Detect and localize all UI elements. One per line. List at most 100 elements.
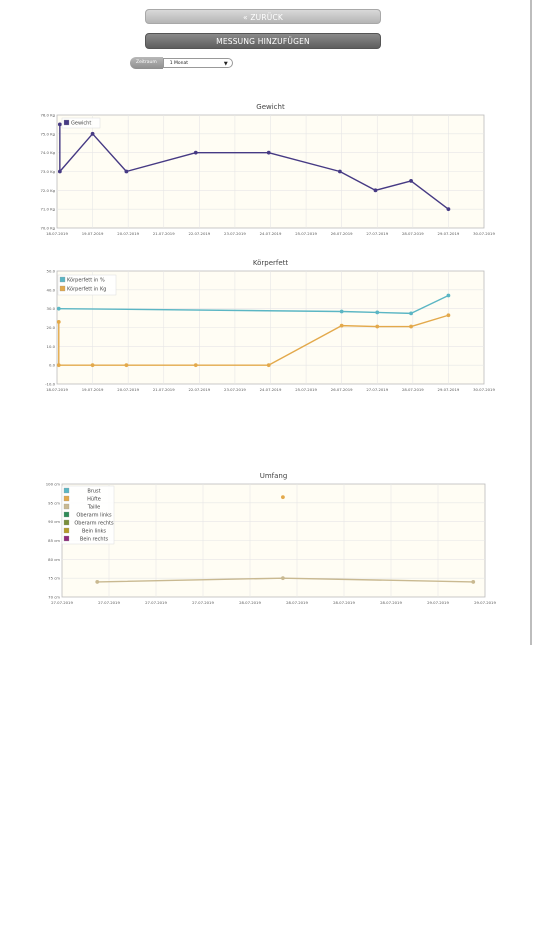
x-tick-label: 18.07.2019 — [46, 387, 68, 392]
x-tick-label: 24.07.2019 — [260, 231, 282, 236]
data-point-koerperfett-in-kg[interactable] — [90, 363, 95, 368]
x-tick-label: 21.07.2019 — [153, 231, 175, 236]
period-filter: Zeitraum 1 Monat ▼ — [130, 57, 233, 69]
legend-label[interactable]: Bein links — [82, 528, 106, 534]
data-point-koerperfett-in-pct[interactable] — [56, 306, 61, 311]
data-point-koerperfett-in-kg[interactable] — [266, 363, 271, 368]
data-point-gewicht[interactable] — [266, 150, 271, 155]
data-point-koerperfett-in-pct[interactable] — [339, 309, 344, 314]
x-tick-label: 20.07.2019 — [117, 231, 139, 236]
data-point-koerperfett-in-kg[interactable] — [56, 319, 61, 324]
series-line-koerperfett-in-kg — [58, 314, 449, 366]
period-label: Zeitraum — [130, 57, 163, 69]
x-tick-label: 28.07.2019 — [380, 600, 402, 605]
x-tick-label: 26.07.2019 — [331, 387, 353, 392]
chart-title: Körperfett — [253, 259, 289, 267]
legend-label[interactable]: Oberarm rechts — [74, 520, 114, 526]
data-point-gewicht[interactable] — [446, 207, 451, 212]
weight-chart-svg: Gewicht 70.0 Kg 71.0 Kg 72.0 Kg 73.0 Kg 74.0 … — [40, 103, 495, 236]
period-select[interactable]: 1 Monat ▼ — [162, 58, 233, 68]
x-tick-label: 27.07.2019 — [366, 231, 388, 236]
data-point-gewicht[interactable] — [337, 169, 342, 174]
data-point-gewicht[interactable] — [409, 179, 413, 183]
chart-legend: Körperfett in % Körperfett in Kg — [57, 274, 117, 296]
x-tick-label: 23.07.2019 — [224, 231, 246, 236]
y-tick-label: 74.0 Kg — [40, 150, 55, 155]
y-tick-label: 71.0 Kg — [40, 207, 55, 212]
period-selected-value: 1 Monat — [169, 61, 189, 66]
x-tick-label: 26.07.2019 — [331, 231, 353, 236]
x-tick-label: 27.07.2019 — [51, 600, 73, 605]
x-tick-label: 20.07.2019 — [117, 387, 139, 392]
legend-box — [57, 274, 117, 296]
back-button[interactable]: « ZURÜCK — [145, 9, 381, 24]
legend-swatch — [63, 535, 70, 542]
x-tick-label: 28.07.2019 — [402, 387, 424, 392]
y-tick-label: 0.0 — [49, 363, 56, 368]
legend-label[interactable]: Brust — [87, 488, 100, 494]
y-tick-label: 80 cm — [48, 557, 60, 562]
weight-chart: Gewicht 70.0 Kg 71.0 Kg 72.0 Kg 73.0 Kg 74.0 … — [0, 98, 534, 248]
data-point-koerperfett-in-kg[interactable] — [409, 324, 413, 329]
chart-legend: Gewicht — [61, 117, 101, 129]
legend-swatch — [59, 285, 66, 292]
data-point-gewicht[interactable] — [373, 188, 378, 193]
data-point-huefte[interactable] — [281, 495, 285, 500]
data-point-koerperfett-in-kg[interactable] — [339, 323, 344, 328]
y-tick-label: 72.0 Kg — [40, 188, 55, 193]
x-tick-label: 18.07.2019 — [46, 231, 68, 236]
y-tick-label: -10.0 — [45, 382, 55, 387]
y-tick-label: 95 cm — [48, 500, 60, 505]
scrollbar[interactable] — [530, 0, 532, 645]
data-point-gewicht[interactable] — [57, 169, 62, 174]
y-tick-label: 100 cm — [46, 482, 61, 487]
data-point-koerperfett-in-kg[interactable] — [56, 363, 61, 368]
legend-label[interactable]: Körperfett in Kg — [67, 286, 106, 292]
legend-label[interactable]: Gewicht — [71, 120, 91, 126]
x-tick-label: 29.07.2019 — [427, 600, 449, 605]
legend-label[interactable]: Taille — [87, 504, 101, 510]
x-tick-label: 30.07.2019 — [473, 387, 495, 392]
x-tick-label: 29.07.2019 — [438, 387, 460, 392]
data-point-koerperfett-in-pct[interactable] — [446, 293, 451, 298]
data-point-koerperfett-in-kg[interactable] — [193, 363, 198, 368]
add-measurement-button[interactable]: MESSUNG HINZUFÜGEN — [145, 33, 381, 49]
y-tick-label: 76.0 Kg — [40, 113, 55, 118]
x-tick-label: 28.07.2019 — [239, 600, 261, 605]
x-tick-label: 27.07.2019 — [145, 600, 167, 605]
data-point-koerperfett-in-kg[interactable] — [124, 363, 129, 368]
data-point-taille[interactable] — [471, 580, 476, 584]
chart-title: Umfang — [260, 472, 288, 480]
data-point-taille[interactable] — [95, 580, 100, 584]
legend-label[interactable]: Bein rechts — [80, 536, 109, 542]
x-tick-label: 29.07.2019 — [474, 600, 496, 605]
legend-swatch — [63, 527, 70, 534]
data-point-koerperfett-in-kg[interactable] — [375, 324, 380, 329]
x-tick-label: 30.07.2019 — [473, 231, 495, 236]
data-point-koerperfett-in-kg[interactable] — [446, 313, 451, 318]
x-tick-label: 29.07.2019 — [438, 231, 460, 236]
x-tick-label: 28.07.2019 — [402, 231, 424, 236]
x-tick-label: 28.07.2019 — [286, 600, 308, 605]
legend-label[interactable]: Körperfett in % — [67, 277, 105, 283]
data-point-gewicht[interactable] — [124, 169, 129, 174]
x-tick-label: 23.07.2019 — [224, 387, 246, 392]
bodyfat-chart: Körperfett -10.0 0.0 10.0 20.0 30.0 40.0 50.0 18… — [0, 256, 534, 406]
bodyfat-chart-svg: Körperfett -10.0 0.0 10.0 20.0 30.0 40.0 50.0 18… — [45, 259, 495, 392]
legend-label[interactable]: Oberarm links — [76, 512, 112, 518]
y-tick-label: 20.0 — [47, 325, 56, 330]
data-point-koerperfett-in-pct[interactable] — [375, 310, 380, 315]
data-point-gewicht[interactable] — [193, 150, 198, 155]
chevron-down-icon: ▼ — [223, 61, 228, 67]
x-tick-label: 19.07.2019 — [82, 387, 104, 392]
y-tick-label: 70 cm — [48, 595, 60, 600]
x-tick-label: 24.07.2019 — [260, 387, 282, 392]
data-point-taille[interactable] — [281, 576, 285, 581]
data-point-gewicht[interactable] — [57, 122, 62, 127]
data-point-koerperfett-in-pct[interactable] — [409, 311, 413, 316]
data-point-gewicht[interactable] — [90, 131, 95, 136]
legend-label[interactable]: Hüfte — [87, 496, 101, 502]
y-tick-label: 85 cm — [48, 538, 60, 543]
x-tick-label: 28.07.2019 — [333, 600, 355, 605]
